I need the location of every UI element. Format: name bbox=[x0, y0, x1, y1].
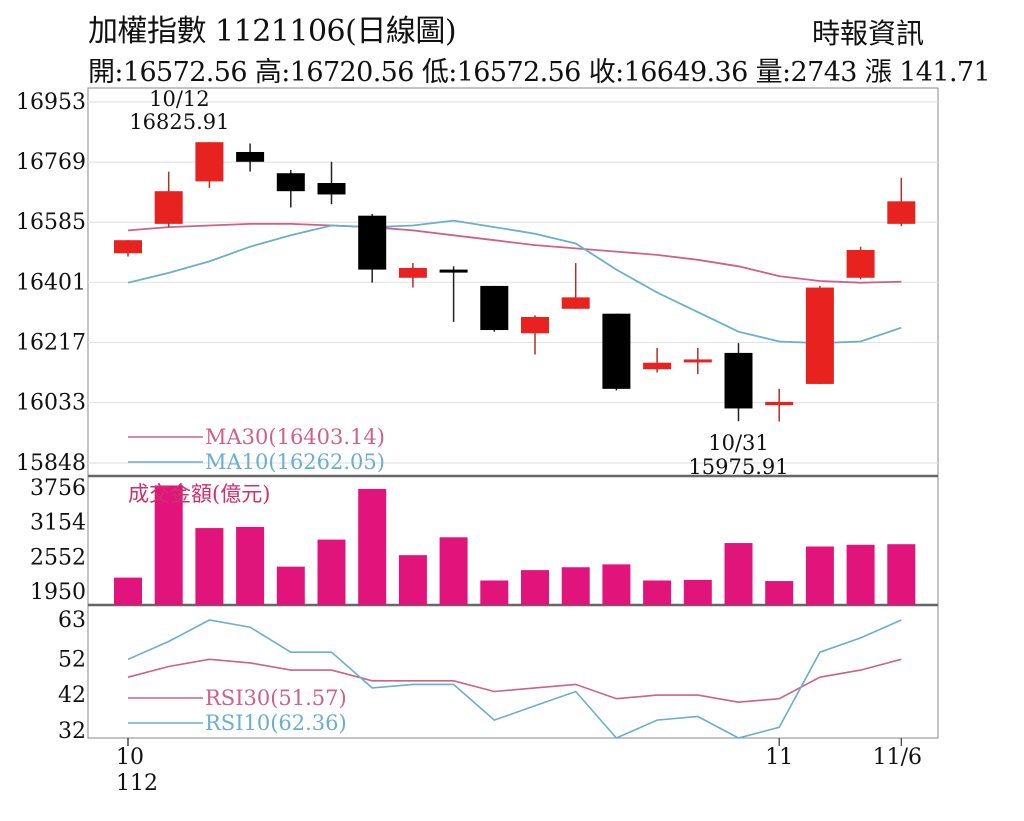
volume-bar bbox=[765, 581, 794, 605]
volume-bar bbox=[439, 537, 468, 605]
volume-bar bbox=[154, 485, 183, 605]
volume-bar bbox=[521, 570, 549, 605]
ma10-legend-label: MA10(16262.05) bbox=[205, 450, 385, 474]
price-tick-label: 16585 bbox=[16, 210, 86, 235]
volume-bar bbox=[643, 580, 672, 605]
ma30-legend-label: MA30(16403.14) bbox=[205, 425, 385, 449]
candle-body bbox=[765, 401, 794, 406]
candle-body bbox=[846, 249, 875, 278]
candle-body bbox=[398, 267, 427, 278]
candle-body bbox=[805, 287, 834, 384]
rsi-tick-label: 52 bbox=[58, 647, 86, 672]
volume-tick-label: 3154 bbox=[30, 511, 86, 536]
ma10-line bbox=[127, 219, 902, 345]
candle-body bbox=[154, 191, 183, 224]
ma30-line bbox=[127, 222, 902, 284]
candle-body bbox=[195, 142, 224, 182]
volume-bar bbox=[887, 544, 916, 605]
candle-body bbox=[887, 201, 916, 224]
candle-body bbox=[521, 316, 549, 334]
quote-summary: 開:16572.56 高:16720.56 低:16572.56 收:16649… bbox=[88, 57, 991, 88]
volume-bar bbox=[683, 579, 712, 605]
rsi-tick-label: 32 bbox=[58, 719, 86, 744]
volume-bar bbox=[398, 555, 427, 605]
volume-bar bbox=[602, 564, 631, 605]
volume-bar bbox=[236, 526, 265, 605]
candle-body bbox=[683, 359, 712, 363]
chart-title: 加權指數 1121106(日線圖) bbox=[88, 14, 457, 49]
x-tick-label: 112 bbox=[116, 771, 158, 796]
volume-tick-label: 2552 bbox=[30, 545, 86, 570]
candle-body bbox=[643, 362, 672, 370]
high-annotation-value: 16825.91 bbox=[129, 110, 229, 134]
volume-bar bbox=[114, 577, 142, 605]
x-tick-label: 10 bbox=[116, 745, 144, 770]
volume-bar bbox=[195, 528, 224, 605]
high-annotation-date: 10/12 bbox=[149, 87, 210, 111]
volume-bar bbox=[846, 544, 875, 605]
volume-tick-label: 3756 bbox=[30, 476, 86, 501]
rsi30-legend-label: RSI30(51.57) bbox=[205, 686, 347, 710]
volume-tick-label: 1950 bbox=[30, 580, 86, 605]
candle-body bbox=[480, 285, 509, 331]
volume-bar bbox=[317, 539, 346, 605]
rsi-tick-label: 63 bbox=[58, 608, 86, 633]
candle-body bbox=[236, 151, 265, 162]
candle-body bbox=[561, 297, 590, 309]
low-annotation-value: 15975.91 bbox=[688, 455, 788, 479]
candle-body bbox=[317, 183, 346, 195]
price-tick-label: 16953 bbox=[16, 90, 86, 115]
x-tick-label: 11/6 bbox=[873, 745, 922, 770]
rsi10-legend-label: RSI10(62.36) bbox=[205, 711, 347, 735]
low-annotation-date: 10/31 bbox=[708, 431, 769, 455]
candle-body bbox=[439, 269, 468, 273]
price-tick-label: 16217 bbox=[16, 330, 86, 355]
volume-bar bbox=[561, 567, 590, 605]
candle-body bbox=[276, 173, 305, 192]
price-tick-label: 16033 bbox=[16, 391, 86, 416]
price-tick-label: 16769 bbox=[16, 150, 86, 175]
source-label: 時報資訊 bbox=[812, 17, 925, 50]
price-tick-label: 15848 bbox=[16, 451, 86, 476]
candle-body bbox=[602, 313, 631, 389]
candle-body bbox=[114, 240, 142, 254]
rsi-tick-label: 42 bbox=[58, 683, 86, 708]
volume-bar bbox=[358, 488, 387, 605]
x-tick-label: 11 bbox=[765, 745, 793, 770]
volume-bar bbox=[805, 546, 834, 605]
rsi10-line bbox=[127, 619, 902, 739]
volume-bar bbox=[276, 566, 305, 605]
rsi30-line bbox=[127, 658, 902, 704]
volume-bar bbox=[724, 543, 753, 605]
candle-body bbox=[358, 215, 387, 270]
volume-bar bbox=[480, 580, 509, 605]
candle-body bbox=[724, 352, 753, 409]
price-tick-label: 16401 bbox=[16, 270, 86, 295]
volume-title: 成交金額(億元) bbox=[128, 482, 270, 506]
